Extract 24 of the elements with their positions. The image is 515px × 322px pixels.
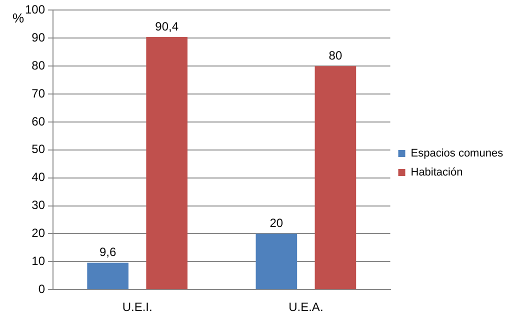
y-tick-label: 20 [32, 226, 46, 240]
y-tick-label: 80 [32, 58, 46, 72]
y-tick-label: 50 [32, 142, 46, 156]
data-label: 20 [270, 216, 284, 230]
legend-label: Espacios comunes [410, 148, 504, 160]
bar [146, 37, 188, 290]
bar [256, 234, 298, 290]
y-tick-label: 30 [32, 198, 46, 212]
y-tick-label: 60 [32, 114, 46, 128]
y-tick-label: 40 [32, 170, 46, 184]
bar [314, 66, 356, 290]
y-tick-label: 100 [24, 2, 46, 17]
legend-label: Habitación [410, 166, 463, 179]
data-label: 90,4 [155, 19, 179, 34]
x-tick-label: U.E.A. [288, 300, 324, 314]
data-label: 9,6 [99, 245, 116, 260]
y-tick-label: 0 [38, 282, 46, 296]
bar [87, 262, 128, 290]
y-tick-label: 70 [32, 86, 46, 100]
y-tick-label: 90 [32, 30, 46, 44]
y-axis-title: % [12, 10, 24, 26]
y-tick-label: 10 [32, 254, 46, 268]
data-label: 80 [328, 48, 342, 62]
x-tick-label: U.E.I. [122, 300, 152, 314]
